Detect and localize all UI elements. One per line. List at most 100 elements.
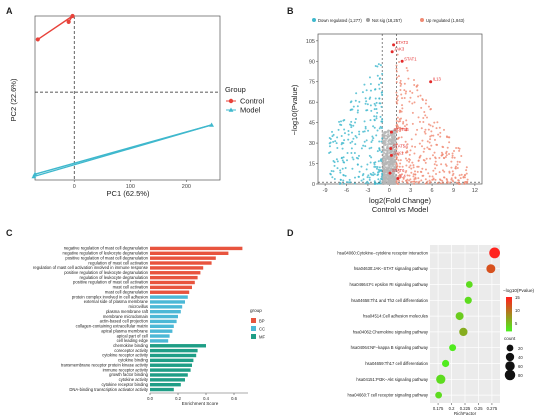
volcano-point-notsig <box>381 180 384 183</box>
pca-spoke-model <box>33 124 212 178</box>
volcano-point-up <box>413 84 416 87</box>
go-xlabel: Enrichment Score <box>182 401 219 406</box>
volcano-point-notsig <box>393 148 396 151</box>
volcano-point-down <box>376 111 379 114</box>
volcano-point-up <box>450 160 453 163</box>
volcano-point-up <box>438 178 441 181</box>
volcano-ytick-label: 60 <box>309 100 315 106</box>
volcano-point-up <box>460 173 463 176</box>
go-xtick-label: 0.4 <box>203 396 209 401</box>
volcano-point-notsig <box>381 131 384 134</box>
volcano-point-up <box>417 95 420 98</box>
volcano-point-notsig <box>382 137 385 140</box>
volcano-point-up <box>426 180 429 183</box>
volcano-point-notsig <box>384 163 387 166</box>
volcano-point-up <box>407 77 410 80</box>
kegg-xtick-label: 0.175 <box>433 406 444 411</box>
volcano-point-up <box>430 130 433 133</box>
volcano-legend-swatch <box>420 18 424 22</box>
volcano-point-up <box>446 180 449 183</box>
go-legend-title: group <box>250 308 262 313</box>
volcano-point-up <box>412 175 415 178</box>
volcano-point-up <box>401 97 404 100</box>
volcano-point-up <box>398 165 401 168</box>
volcano-point-down <box>343 119 346 122</box>
volcano-point-notsig <box>381 157 384 160</box>
kegg-colorbar-label: 5 <box>515 321 518 326</box>
volcano-point-down <box>360 147 363 150</box>
volcano-point-down <box>355 92 358 95</box>
go-term-label: chemokine binding <box>113 343 149 348</box>
volcano-point-down <box>373 115 376 118</box>
volcano-point-up <box>401 180 404 183</box>
volcano-point-notsig <box>384 171 387 174</box>
go-term-label: cytokine receptor activity <box>102 353 149 358</box>
volcano-point-down <box>372 137 375 140</box>
volcano-point-notsig <box>389 174 392 177</box>
volcano-point-down <box>376 65 379 68</box>
volcano-point-up <box>420 170 423 173</box>
volcano-point-up <box>451 156 454 159</box>
volcano-xtick-label: -6 <box>344 188 349 194</box>
volcano-point-notsig <box>383 167 386 170</box>
volcano-xtick-label: 9 <box>452 188 455 194</box>
go-bar <box>150 256 216 260</box>
volcano-point-up <box>427 105 430 108</box>
volcano-point-up <box>412 173 415 176</box>
volcano-point-up <box>398 174 401 177</box>
volcano-point-up <box>395 67 398 70</box>
volcano-point-up <box>400 93 403 96</box>
volcano-point-up <box>460 154 463 157</box>
kegg-colorbar-segment <box>506 312 512 315</box>
volcano-point-down <box>377 63 380 66</box>
volcano-point-up <box>398 60 401 63</box>
volcano-point-down <box>375 107 378 110</box>
kegg-colorbar-segment <box>506 297 512 300</box>
volcano-point-up <box>405 127 408 130</box>
volcano-point-down <box>374 165 377 168</box>
volcano-point-down <box>331 135 334 138</box>
go-bar <box>150 246 243 251</box>
volcano-point-up <box>443 170 446 173</box>
volcano-point-up <box>466 178 469 181</box>
volcano-point-up <box>411 122 414 125</box>
kegg-colorbar-segment <box>506 314 512 317</box>
volcano-point-down <box>381 72 384 75</box>
volcano-point-down <box>379 102 382 105</box>
kegg-size-title: count <box>504 336 516 341</box>
volcano-point-down <box>352 124 355 127</box>
go-legend-label: BP <box>259 319 265 324</box>
volcano-point-up <box>406 181 409 184</box>
volcano-point-down <box>332 170 335 173</box>
volcano-point-up <box>435 173 438 176</box>
volcano-point-notsig <box>390 134 393 137</box>
volcano-gene-label: IL13 <box>433 77 442 82</box>
volcano-point-notsig <box>382 155 385 158</box>
volcano-point-up <box>395 180 398 183</box>
panel-d-label: D <box>287 228 294 238</box>
go-term-label: cell leading edge <box>117 338 149 343</box>
volcano-point-down <box>363 140 366 143</box>
volcano-point-up <box>410 180 413 183</box>
volcano-point-up <box>420 127 423 130</box>
volcano-point-notsig <box>392 144 395 147</box>
go-enrichment-chart: negative regulation of mast cell degranu… <box>33 246 265 406</box>
volcano-point-down <box>345 181 348 184</box>
volcano-point-up <box>423 147 426 150</box>
volcano-point-down <box>374 88 377 91</box>
volcano-gene-label: STAT5B <box>393 127 408 132</box>
volcano-legend-swatch <box>366 18 370 22</box>
go-bar <box>150 382 181 387</box>
volcano-point-up <box>404 140 407 143</box>
volcano-point-up <box>454 167 457 170</box>
volcano-point-up <box>434 167 437 170</box>
volcano-point-up <box>395 80 398 83</box>
pca-point-model <box>31 173 37 179</box>
volcano-point-notsig <box>390 140 393 143</box>
kegg-colorbar-segment <box>506 317 512 320</box>
volcano-point-up <box>411 102 414 105</box>
pca-frame <box>34 15 221 181</box>
go-term-label: plasma membrane raft <box>106 309 149 314</box>
kegg-xtick-label: 0.225 <box>460 406 471 411</box>
volcano-point-down <box>349 181 352 184</box>
